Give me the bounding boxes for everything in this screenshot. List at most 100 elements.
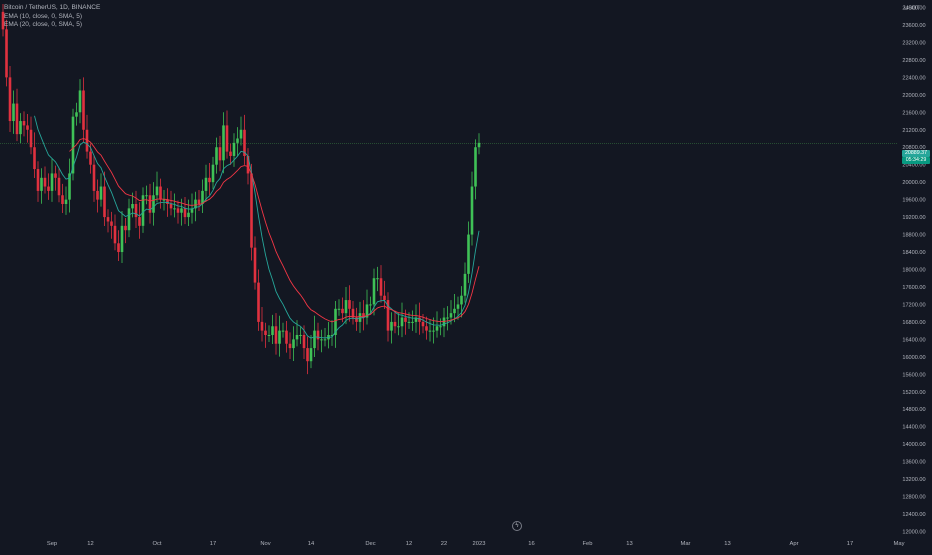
- candle: [5, 19, 8, 87]
- candle: [85, 114, 89, 159]
- candle: [250, 163, 253, 261]
- candle: [96, 179, 99, 213]
- y-tick-label: 13200.00: [902, 477, 925, 483]
- candle: [351, 300, 355, 325]
- y-tick-label: 16800.00: [902, 320, 925, 326]
- candle: [243, 114, 246, 165]
- candle: [176, 200, 180, 224]
- candle: [8, 66, 12, 132]
- y-tick-label: 15200.00: [902, 390, 925, 396]
- candle: [78, 79, 82, 124]
- ema20-line: [69, 138, 480, 323]
- y-tick-label: 17200.00: [902, 302, 925, 308]
- y-tick-label: 18000.00: [902, 268, 925, 274]
- candle: [285, 321, 288, 353]
- candle: [61, 183, 64, 213]
- candle: [257, 269, 260, 331]
- candle: [323, 328, 327, 347]
- candle: [271, 314, 274, 344]
- x-tick-label: 22: [441, 541, 447, 547]
- candle: [316, 322, 320, 351]
- candle: [376, 266, 379, 292]
- candle: [309, 335, 313, 369]
- y-tick-label: 14400.00: [902, 425, 925, 431]
- x-tick-label: 2023: [473, 541, 486, 547]
- x-tick-label: 12: [406, 541, 412, 547]
- y-tick-label: 12800.00: [902, 495, 925, 501]
- candle: [194, 191, 197, 222]
- candle: [264, 322, 267, 348]
- symbol-title[interactable]: Bitcoin / TetherUS, 1D, BINANCE: [4, 4, 101, 11]
- ema10-legend[interactable]: EMA (10, close, 0, SMA, 5): [4, 12, 83, 20]
- candle: [183, 197, 187, 225]
- candle: [141, 187, 145, 233]
- candle: [397, 313, 400, 336]
- candle: [267, 325, 271, 342]
- candle: [222, 112, 225, 174]
- candle: [306, 336, 309, 375]
- x-tick-label: May: [894, 541, 905, 547]
- x-tick-label: 13: [626, 541, 632, 547]
- candle: [232, 133, 236, 167]
- candle: [148, 183, 152, 224]
- candle: [369, 296, 372, 314]
- candle: [435, 311, 439, 338]
- x-tick-label: 16: [528, 541, 534, 547]
- candle: [383, 280, 386, 310]
- x-tick-label: Mar: [681, 541, 691, 547]
- candle: [299, 327, 302, 344]
- candle: [470, 171, 474, 246]
- candle: [439, 318, 442, 336]
- candle: [204, 164, 208, 202]
- ema-layer: [34, 115, 480, 339]
- candle: [288, 332, 292, 360]
- candle: [446, 306, 449, 331]
- x-tick-label: 17: [847, 541, 853, 547]
- candle: [162, 190, 166, 211]
- y-tick-label: 17600.00: [902, 285, 925, 291]
- candles-layer: [1, 4, 481, 375]
- y-tick-label: 20000.00: [902, 180, 925, 186]
- candle: [344, 286, 348, 325]
- price-axis[interactable]: USDT 12000.00 12400.00 12800.00 13200.00 1360…: [902, 6, 925, 536]
- candle: [64, 186, 68, 215]
- candle: [43, 166, 47, 194]
- candle: [400, 302, 404, 338]
- candle: [341, 297, 344, 323]
- x-tick-label: Dec: [365, 541, 375, 547]
- x-tick-label: Nov: [260, 541, 270, 547]
- lightning-icon[interactable]: ϟ: [512, 521, 522, 531]
- candle: [29, 116, 33, 155]
- candle: [54, 165, 57, 191]
- y-tick-label: 19600.00: [902, 198, 925, 204]
- x-tick-label: Oct: [152, 541, 161, 547]
- candle: [12, 90, 15, 134]
- candle: [201, 179, 204, 213]
- y-tick-label: 16400.00: [902, 337, 925, 343]
- candle: [239, 116, 243, 146]
- x-tick-label: Apr: [789, 541, 798, 547]
- candle: [411, 310, 414, 331]
- candle: [327, 321, 330, 349]
- y-tick-label: 12000.00: [902, 530, 925, 536]
- ema20-legend[interactable]: EMA (20, close, 0, SMA, 5): [4, 21, 83, 29]
- candle: [134, 190, 138, 229]
- candle: [393, 310, 397, 334]
- candle: [208, 162, 211, 196]
- candle: [379, 265, 383, 303]
- candle: [236, 127, 239, 156]
- candle: [71, 108, 75, 181]
- time-axis[interactable]: Sep 12 Oct 17 Nov 14 Dec 12 22 2023 16 Feb 13 Mar 13 Ap…: [47, 541, 905, 547]
- candle: [428, 319, 432, 342]
- candle: [155, 171, 159, 203]
- candle: [75, 102, 78, 126]
- ema10-line: [34, 115, 480, 339]
- candle: [358, 301, 362, 333]
- x-tick-label: 17: [210, 541, 216, 547]
- y-tick-label: 14000.00: [902, 442, 925, 448]
- candle: [33, 132, 36, 179]
- candle: [1, 4, 5, 37]
- x-tick-label: 13: [724, 541, 730, 547]
